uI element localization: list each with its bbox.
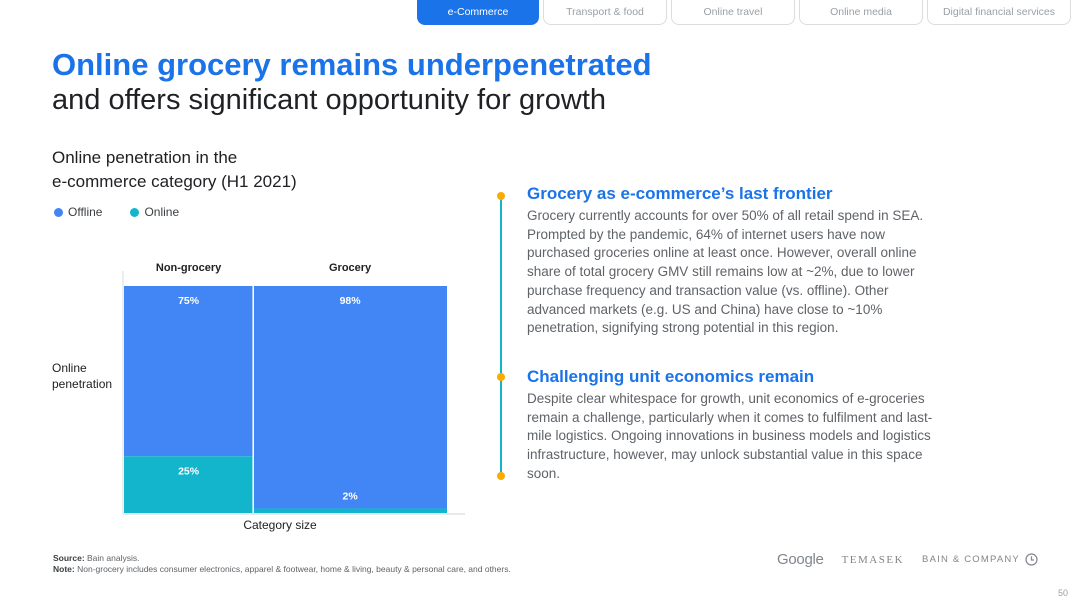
category-label-grocery: Grocery [329, 262, 372, 274]
page-title: Online grocery remains underpenetrated [52, 47, 652, 82]
tab-transport-food[interactable]: Transport & food [543, 0, 667, 25]
data-label-offline-grocery: 98% [340, 295, 362, 307]
note-text: Non-grocery includes consumer electronic… [74, 564, 511, 574]
tab-online-media[interactable]: Online media [799, 0, 923, 25]
source-text: Bain analysis. [84, 553, 140, 563]
bain-circle-icon [1025, 553, 1038, 566]
chart-title-line2: e-commerce category (H1 2021) [52, 172, 297, 191]
section-heading-unit-economics: Challenging unit economics remain [527, 367, 815, 386]
legend-label-online: Online [144, 205, 180, 219]
chart-title-line1: Online penetration in the [52, 148, 238, 167]
tab-ecommerce[interactable]: e-Commerce [417, 0, 539, 25]
legend-item-online: Online [130, 205, 179, 219]
data-label-online-non-grocery: 25% [178, 465, 200, 477]
source-label: Source: [53, 553, 85, 563]
category-label-non-grocery: Non-grocery [156, 262, 222, 274]
note-label: Note: [53, 564, 75, 574]
page-number: 50 [1057, 588, 1068, 598]
bar-offline-non-grocery [124, 286, 254, 457]
y-axis-label: Online penetration [52, 360, 112, 392]
legend-label-offline: Offline [68, 205, 103, 219]
source-note: Source: Bain analysis. [53, 553, 511, 564]
legend-swatch-online [130, 207, 140, 217]
x-axis-label: Category size [243, 518, 317, 532]
section-tabs: e-Commerce Transport & food Online trave… [417, 0, 1071, 25]
timeline-dot-2 [497, 373, 505, 381]
temasek-logo: TEMASEK [841, 553, 905, 566]
tab-online-travel[interactable]: Online travel [671, 0, 795, 25]
footnotes: Source: Bain analysis. Note: Non-grocery… [53, 553, 511, 575]
bar-online-non-grocery [124, 456, 254, 513]
note: Note: Non-grocery includes consumer elec… [53, 564, 511, 575]
timeline-dot-3 [497, 472, 505, 480]
google-logo: Google [777, 551, 824, 568]
data-label-offline-non-grocery: 75% [178, 295, 200, 307]
partner-logos: Google TEMASEK BAIN & COMPANY [777, 551, 1038, 568]
timeline-dot-1 [497, 192, 505, 200]
timeline-line [500, 195, 502, 477]
y-axis-label-line1: Online [52, 361, 87, 375]
data-label-online-grocery: 2% [343, 490, 359, 502]
tab-digital-financial-services[interactable]: Digital financial services [927, 0, 1071, 25]
legend-swatch-offline [54, 207, 63, 217]
bar-offline-grocery [253, 286, 447, 509]
y-axis-label-line2: penetration [52, 377, 113, 391]
bain-logo-text: BAIN & COMPANY [922, 554, 1020, 565]
bar-online-grocery [253, 508, 447, 513]
bain-logo: BAIN & COMPANY [922, 553, 1038, 566]
page-subtitle: and offers significant opportunity for g… [52, 84, 607, 116]
section-body-unit-economics: Despite clear whitespace for growth, uni… [527, 391, 933, 481]
legend-item-offline: Offline [54, 205, 102, 219]
chart-legend: Offline Online [54, 205, 179, 219]
section-body-grocery-frontier: Grocery currently accounts for over 50% … [527, 208, 924, 336]
chart-title: Online penetration in the e-commerce cat… [52, 146, 297, 194]
section-heading-grocery-frontier: Grocery as e-commerce’s last frontier [527, 184, 833, 203]
